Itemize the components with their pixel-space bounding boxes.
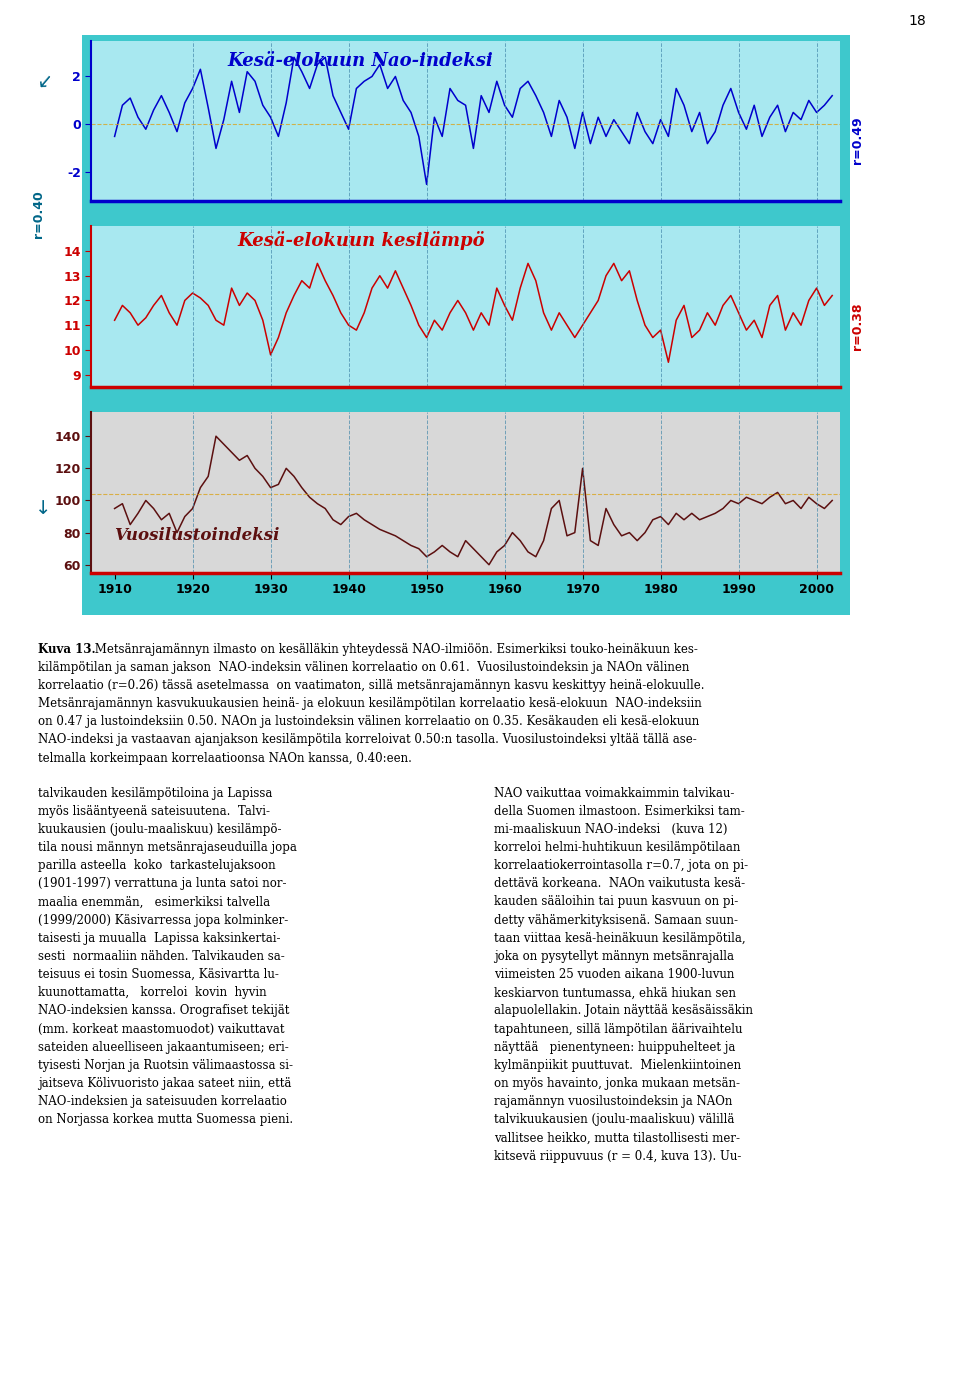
Text: kitsevä riippuvuus (r = 0.4, kuva 13). Uu-: kitsevä riippuvuus (r = 0.4, kuva 13). U… (494, 1150, 742, 1162)
Text: (mm. korkeat maastomuodot) vaikuttavat: (mm. korkeat maastomuodot) vaikuttavat (38, 1023, 285, 1035)
Text: Vuosilustoindeksi: Vuosilustoindeksi (113, 527, 279, 543)
Text: vallitsee heikko, mutta tilastollisesti mer-: vallitsee heikko, mutta tilastollisesti … (494, 1132, 740, 1144)
Text: Kuva 13.: Kuva 13. (38, 643, 96, 655)
Text: tapahtuneen, sillä lämpötilan äärivaihtelu: tapahtuneen, sillä lämpötilan äärivaihte… (494, 1023, 743, 1035)
Text: r=0.40: r=0.40 (32, 190, 45, 237)
Text: kylmänpiikit puuttuvat.  Mielenkiintoinen: kylmänpiikit puuttuvat. Mielenkiintoinen (494, 1059, 741, 1071)
Text: keskiarvon tuntumassa, ehkä hiukan sen: keskiarvon tuntumassa, ehkä hiukan sen (494, 986, 736, 999)
Text: kuunottamatta,   korreloi  kovin  hyvin: kuunottamatta, korreloi kovin hyvin (38, 986, 267, 999)
Text: NAO-indeksien ja sateisuuden korrelaatio: NAO-indeksien ja sateisuuden korrelaatio (38, 1095, 287, 1108)
Text: Kesä-elokuun kesilämpö: Kesä-elokuun kesilämpö (237, 231, 485, 250)
Text: ↓: ↓ (31, 73, 56, 98)
Text: NAO vaikuttaa voimakkaimmin talvikau-: NAO vaikuttaa voimakkaimmin talvikau- (494, 787, 734, 799)
Text: NAO-indeksi ja vastaavan ajanjakson kesilämpötila korreloivat 0.50:n tasolla. Vu: NAO-indeksi ja vastaavan ajanjakson kesi… (38, 733, 697, 746)
Text: joka on pysytellyt männyn metsänrajalla: joka on pysytellyt männyn metsänrajalla (494, 950, 734, 963)
Text: kauden sääloihin tai puun kasvuun on pi-: kauden sääloihin tai puun kasvuun on pi- (494, 895, 738, 908)
Text: 18: 18 (909, 14, 926, 28)
Text: NAO-indeksien kanssa. Orografiset tekijät: NAO-indeksien kanssa. Orografiset tekijä… (38, 1004, 290, 1017)
Text: teisuus ei tosin Suomessa, Käsivartta lu-: teisuus ei tosin Suomessa, Käsivartta lu… (38, 968, 279, 981)
Text: kuukausien (joulu-maaliskuu) kesilämpö-: kuukausien (joulu-maaliskuu) kesilämpö- (38, 823, 282, 835)
Text: dettävä korkeana.  NAOn vaikutusta kesä-: dettävä korkeana. NAOn vaikutusta kesä- (494, 877, 746, 890)
Text: sesti  normaaliin nähden. Talvikauden sa-: sesti normaaliin nähden. Talvikauden sa- (38, 950, 285, 963)
Text: sateiden alueelliseen jakaantumiseen; eri-: sateiden alueelliseen jakaantumiseen; er… (38, 1041, 289, 1053)
Text: taan viittaa kesä-heinäkuun kesilämpötila,: taan viittaa kesä-heinäkuun kesilämpötil… (494, 932, 746, 944)
Text: r=0.49: r=0.49 (851, 116, 864, 163)
Text: on 0.47 ja lustoindeksiin 0.50. NAOn ja lustoindeksin välinen korrelaatio on 0.3: on 0.47 ja lustoindeksiin 0.50. NAOn ja … (38, 715, 700, 728)
Text: tila nousi männyn metsänrajaseuduilla jopa: tila nousi männyn metsänrajaseuduilla jo… (38, 841, 298, 854)
Text: jaitseva Kölivuoristo jakaa sateet niin, että: jaitseva Kölivuoristo jakaa sateet niin,… (38, 1077, 292, 1090)
Text: detty vähämerkityksisenä. Samaan suun-: detty vähämerkityksisenä. Samaan suun- (494, 914, 738, 926)
Text: korrelaatio (r=0.26) tässä asetelmassa  on vaatimaton, sillä metsänrajamännyn ka: korrelaatio (r=0.26) tässä asetelmassa o… (38, 679, 705, 692)
Text: Metsänrajamännyn kasvukuukausien heinä- ja elokuun kesilämpötilan korrelaatio ke: Metsänrajamännyn kasvukuukausien heinä- … (38, 697, 702, 710)
Text: maalia enemmän,   esimerkiksi talvella: maalia enemmän, esimerkiksi talvella (38, 895, 271, 908)
Text: alapuolellakin. Jotain näyttää kesäsäissäkin: alapuolellakin. Jotain näyttää kesäsäiss… (494, 1004, 754, 1017)
Text: myös lisääntyeenä sateisuutena.  Talvi-: myös lisääntyeenä sateisuutena. Talvi- (38, 805, 271, 817)
Text: talvikuukausien (joulu-maaliskuu) välillä: talvikuukausien (joulu-maaliskuu) välill… (494, 1113, 734, 1126)
Text: on myös havainto, jonka mukaan metsän-: on myös havainto, jonka mukaan metsän- (494, 1077, 740, 1090)
Text: telmalla korkeimpaan korrelaatioonsa NAOn kanssa, 0.40:een.: telmalla korkeimpaan korrelaatioonsa NAO… (38, 752, 412, 764)
Text: Kesä-elokuun Nao-indeksi: Kesä-elokuun Nao-indeksi (228, 52, 493, 70)
Text: ↓: ↓ (35, 499, 52, 518)
Text: näyttää   pienentyneen: huippuhelteet ja: näyttää pienentyneen: huippuhelteet ja (494, 1041, 735, 1053)
Text: della Suomen ilmastoon. Esimerkiksi tam-: della Suomen ilmastoon. Esimerkiksi tam- (494, 805, 745, 817)
Text: mi-maaliskuun NAO-indeksi   (kuva 12): mi-maaliskuun NAO-indeksi (kuva 12) (494, 823, 728, 835)
Text: Metsänrajamännyn ilmasto on kesälläkin yhteydessä NAO-ilmiöön. Esimerkiksi touko: Metsänrajamännyn ilmasto on kesälläkin y… (91, 643, 698, 655)
Text: talvikauden kesilämpötiloina ja Lapissa: talvikauden kesilämpötiloina ja Lapissa (38, 787, 273, 799)
Text: rajamännyn vuosilustoindeksin ja NAOn: rajamännyn vuosilustoindeksin ja NAOn (494, 1095, 732, 1108)
Text: r=0.38: r=0.38 (851, 302, 864, 349)
Text: kilämpötilan ja saman jakson  NAO-indeksin välinen korrelaatio on 0.61.  Vuosilu: kilämpötilan ja saman jakson NAO-indeksi… (38, 661, 690, 673)
Text: korreloi helmi-huhtikuun kesilämpötilaan: korreloi helmi-huhtikuun kesilämpötilaan (494, 841, 741, 854)
Text: taisesti ja muualla  Lapissa kaksinkertai-: taisesti ja muualla Lapissa kaksinkertai… (38, 932, 281, 944)
Text: on Norjassa korkea mutta Suomessa pieni.: on Norjassa korkea mutta Suomessa pieni. (38, 1113, 294, 1126)
Text: parilla asteella  koko  tarkastelujaksoon: parilla asteella koko tarkastelujaksoon (38, 859, 276, 872)
Text: viimeisten 25 vuoden aikana 1900-luvun: viimeisten 25 vuoden aikana 1900-luvun (494, 968, 734, 981)
Text: (1901-1997) verrattuna ja lunta satoi nor-: (1901-1997) verrattuna ja lunta satoi no… (38, 877, 287, 890)
Text: tyisesti Norjan ja Ruotsin välimaastossa si-: tyisesti Norjan ja Ruotsin välimaastossa… (38, 1059, 294, 1071)
Text: korrelaatiokerrointasolla r=0.7, jota on pi-: korrelaatiokerrointasolla r=0.7, jota on… (494, 859, 749, 872)
Text: (1999/2000) Käsivarressa jopa kolminker-: (1999/2000) Käsivarressa jopa kolminker- (38, 914, 289, 926)
